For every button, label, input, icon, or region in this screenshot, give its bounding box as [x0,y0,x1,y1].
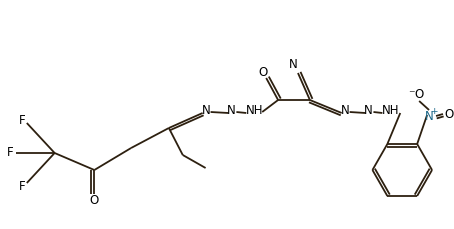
Text: NH: NH [246,104,263,117]
Text: F: F [19,180,25,193]
Text: O: O [90,194,99,207]
Text: ⁻: ⁻ [408,88,415,101]
Text: F: F [19,114,25,126]
Text: NH: NH [382,104,399,117]
Text: F: F [7,147,13,160]
Text: N: N [424,109,434,123]
Text: O: O [259,65,268,79]
Text: O: O [444,109,454,122]
Text: +: + [430,106,438,115]
Text: N: N [341,104,350,117]
Text: N: N [227,104,236,117]
Text: N: N [289,58,297,71]
Text: O: O [415,88,424,101]
Text: N: N [202,104,211,117]
Text: N: N [364,104,373,117]
